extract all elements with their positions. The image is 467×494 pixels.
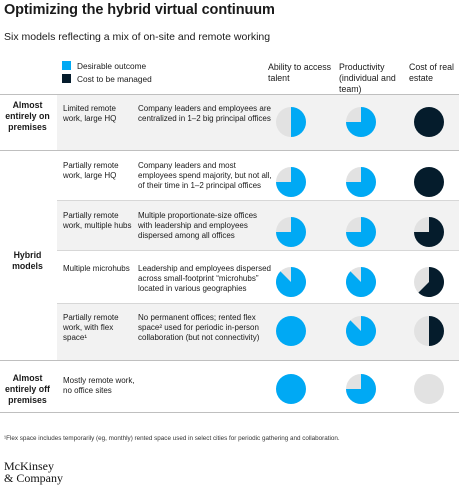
pie-cost-row-5 — [414, 316, 444, 346]
pie-slice — [418, 267, 444, 297]
pie-talent-row-5 — [276, 316, 306, 346]
pie-slice — [346, 107, 376, 137]
divider-top — [0, 94, 459, 95]
legend-swatch-desirable — [62, 61, 71, 70]
pie-talent-row-6 — [276, 374, 306, 404]
pie-slice — [346, 267, 376, 297]
divider-row-2 — [57, 200, 459, 201]
legend-item-desirable: Desirable outcome — [62, 59, 152, 72]
group-label-off-premises: Almost entirely off premises — [5, 373, 50, 405]
chart-title: Optimizing the hybrid virtual continuum — [4, 2, 275, 18]
divider-row-3 — [57, 250, 459, 251]
pie-slice — [276, 217, 306, 247]
pie-base — [414, 167, 444, 197]
divider-row-4 — [57, 303, 459, 304]
model-description: Company leaders and employees are centra… — [138, 104, 271, 123]
legend-item-cost: Cost to be managed — [62, 72, 152, 85]
pie-talent-row-2 — [276, 167, 306, 197]
model-name: Mostly remote work, no office sites — [63, 376, 135, 395]
divider-bottom — [0, 412, 459, 413]
pie-productivity-row-5 — [346, 316, 376, 346]
pie-slice — [291, 107, 306, 137]
model-description: No permanent offices; rented flex space²… — [138, 313, 260, 342]
pie-slice — [414, 217, 444, 247]
pie-talent-row-1 — [276, 107, 306, 137]
footnote: ¹Flex space includes temporarily (eg, mo… — [4, 435, 340, 442]
divider-group-2 — [0, 360, 459, 361]
group-label-hybrid: Hybrid models — [12, 250, 43, 271]
model-name: Partially remote work, with flex space¹ — [63, 313, 119, 342]
mckinsey-logo: McKinsey & Company — [4, 459, 63, 485]
row-band-5 — [57, 303, 459, 360]
legend-label-desirable: Desirable outcome — [77, 60, 147, 71]
pie-productivity-row-4 — [346, 267, 376, 297]
model-name: Limited remote work, large HQ — [63, 104, 117, 123]
pie-slice — [346, 167, 376, 197]
pie-cost-row-3 — [414, 217, 444, 247]
legend: Desirable outcome Cost to be managed — [62, 59, 152, 85]
chart-subtitle: Six models reflecting a mix of on-site a… — [4, 31, 271, 43]
divider-group-1 — [0, 150, 459, 151]
pie-cost-row-1 — [414, 107, 444, 137]
model-description: Company leaders and most employees spend… — [138, 161, 272, 190]
pie-slice — [346, 217, 376, 247]
pie-base — [414, 107, 444, 137]
pie-cost-row-4 — [414, 267, 444, 297]
pie-talent-row-4 — [276, 267, 306, 297]
pie-productivity-row-3 — [346, 217, 376, 247]
model-name: Partially remote work, multiple hubs — [63, 211, 132, 230]
row-band-3 — [57, 200, 459, 250]
pie-base — [276, 316, 306, 346]
model-name: Multiple microhubs — [63, 264, 130, 273]
pie-productivity-row-1 — [346, 107, 376, 137]
pie-base — [276, 374, 306, 404]
legend-label-cost: Cost to be managed — [77, 73, 152, 84]
pie-cost-row-6 — [414, 374, 444, 404]
pie-productivity-row-2 — [346, 167, 376, 197]
pie-slice — [429, 316, 444, 346]
row-band-1 — [57, 94, 459, 150]
pie-cost-row-2 — [414, 167, 444, 197]
column-header-talent: Ability to access talent — [268, 62, 332, 83]
column-header-productivity: Productivity (individual and team) — [339, 62, 396, 94]
group-label-on-premises: Almost entirely on premises — [5, 100, 50, 132]
pie-slice — [346, 316, 376, 346]
pie-slice — [276, 267, 306, 297]
pie-slice — [276, 167, 306, 197]
model-name: Partially remote work, large HQ — [63, 161, 119, 180]
model-description: Multiple proportionate-size offices with… — [138, 211, 258, 240]
pie-slice — [346, 374, 376, 404]
column-header-cost: Cost of real estate — [409, 62, 454, 83]
model-description: Leadership and employees dispersed acros… — [138, 264, 271, 293]
pie-base — [414, 374, 444, 404]
pie-productivity-row-6 — [346, 374, 376, 404]
pie-talent-row-3 — [276, 217, 306, 247]
legend-swatch-cost — [62, 74, 71, 83]
